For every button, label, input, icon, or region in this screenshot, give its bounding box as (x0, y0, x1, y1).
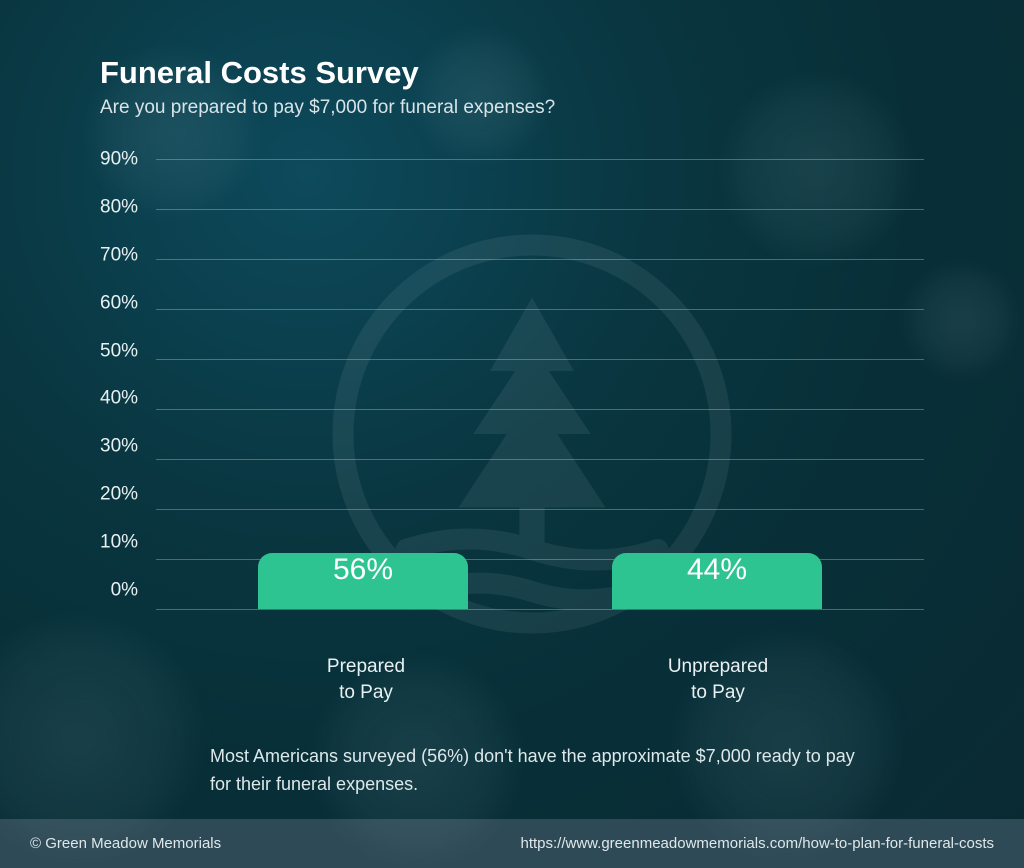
bar-value: 56% (333, 553, 393, 587)
y-tick: 30% (100, 437, 138, 456)
source-url: https://www.greenmeadowmemorials.com/how… (520, 835, 994, 852)
chart-area: 90% 80% 70% 60% 50% 40% 30% 20% 10% 0% (100, 159, 924, 636)
bar-prepared: 56% (258, 553, 468, 609)
x-axis-labels: Prepared to Pay Unprepared to Pay (160, 636, 924, 705)
x-label: Unprepared to Pay (588, 654, 848, 705)
y-tick: 70% (100, 245, 138, 264)
gridline (156, 609, 924, 610)
y-axis: 90% 80% 70% 60% 50% 40% 30% 20% 10% 0% (100, 159, 156, 609)
bar-group-prepared: 56% (233, 553, 493, 609)
infographic-container: Funeral Costs Survey Are you prepared to… (0, 0, 1024, 868)
y-tick: 40% (100, 389, 138, 408)
content-area: Funeral Costs Survey Are you prepared to… (0, 0, 1024, 819)
caption-text: Most Americans surveyed (56%) don't have… (210, 743, 864, 799)
bar-unprepared: 44% (612, 553, 822, 609)
y-tick: 90% (100, 150, 138, 169)
x-label: Prepared to Pay (236, 654, 496, 705)
bar-value: 44% (687, 553, 747, 587)
y-tick: 0% (100, 580, 138, 599)
copyright-text: © Green Meadow Memorials (30, 835, 221, 852)
y-tick: 50% (100, 341, 138, 360)
y-tick: 20% (100, 485, 138, 504)
chart-title: Funeral Costs Survey (100, 55, 924, 91)
bars-row: 56% 44% (156, 159, 924, 609)
plot-area: 56% 44% (156, 159, 924, 609)
chart-subtitle: Are you prepared to pay $7,000 for funer… (100, 97, 924, 119)
y-tick: 10% (100, 533, 138, 552)
y-tick: 60% (100, 293, 138, 312)
bar-group-unprepared: 44% (587, 553, 847, 609)
y-tick: 80% (100, 197, 138, 216)
footer: © Green Meadow Memorials https://www.gre… (0, 819, 1024, 868)
